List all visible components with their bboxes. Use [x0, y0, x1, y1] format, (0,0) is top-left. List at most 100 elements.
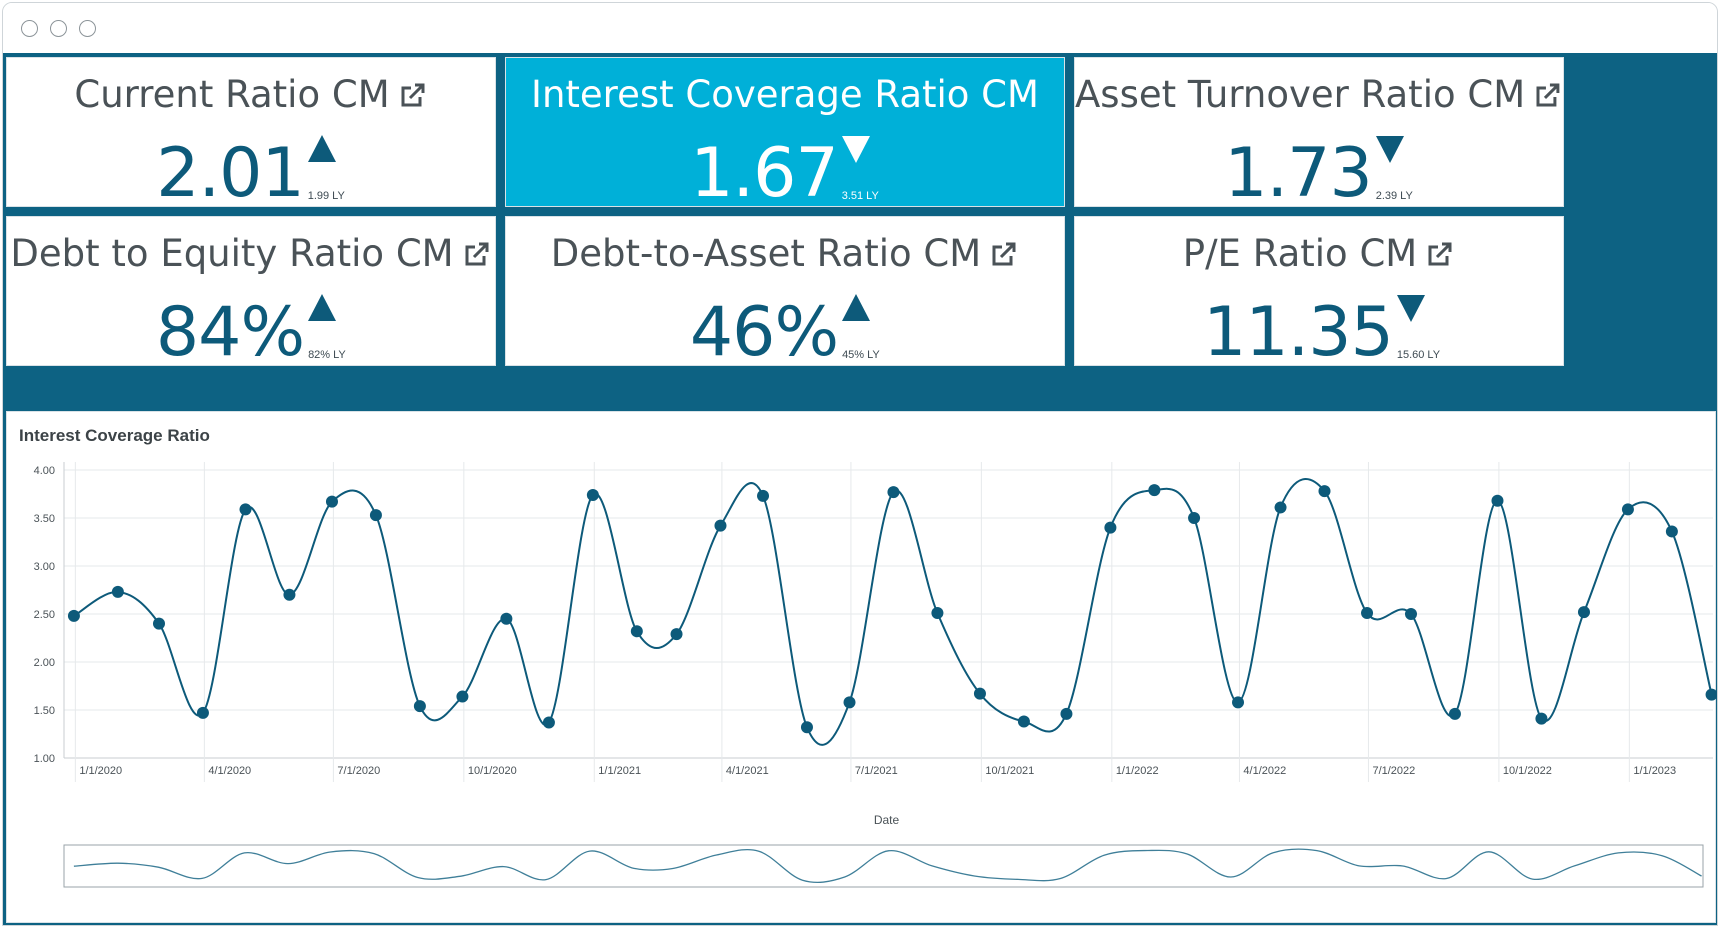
data-point — [325, 495, 338, 508]
data-point — [1318, 485, 1331, 498]
data-point — [630, 625, 643, 638]
kpi-last-year: 3.51 LY — [841, 190, 879, 202]
x-tick-label: 7/1/2021 — [855, 765, 898, 777]
data-point — [111, 585, 124, 598]
data-point — [239, 503, 252, 516]
trend-down-icon — [1375, 136, 1404, 163]
y-tick-label: 4.00 — [34, 465, 55, 477]
kpi-card-debt-to-equity-ratio[interactable]: Debt to Equity Ratio CM 84% 82% LY — [6, 216, 496, 366]
trend-down-icon — [1396, 295, 1425, 322]
data-point — [757, 489, 770, 502]
kpi-card-interest-coverage-ratio[interactable]: Interest Coverage Ratio CM 1.67 3.51 LY — [505, 57, 1065, 207]
kpi-last-year: 15.60 LY — [1396, 349, 1441, 361]
kpi-card-pe-ratio[interactable]: P/E Ratio CM 11.35 15.60 LY — [1074, 216, 1564, 366]
navigator-frame — [63, 844, 1704, 888]
kpi-value: 46% — [689, 293, 839, 366]
kpi-last-year: 82% LY — [308, 349, 346, 361]
data-point — [1274, 501, 1287, 514]
kpi-title: Asset Turnover Ratio CM — [1075, 73, 1526, 116]
x-tick-label: 10/1/2021 — [985, 765, 1034, 777]
data-point — [1232, 696, 1245, 709]
line-chart[interactable]: 1.00 1.50 2.00 2.50 3.00 3.50 4.00 1/1/2020 4/1/… — [7, 412, 1717, 924]
external-link-icon[interactable] — [398, 80, 428, 110]
kpi-title: Current Ratio CM — [74, 73, 390, 116]
kpi-value: 2.01 — [156, 134, 304, 207]
dashboard: Current Ratio CM 2.01 1.99 LY Interest C… — [3, 53, 1717, 925]
kpi-card-current-ratio[interactable]: Current Ratio CM 2.01 1.99 LY — [6, 57, 496, 207]
data-point — [931, 607, 944, 620]
x-tick-label: 1/1/2021 — [598, 765, 641, 777]
kpi-last-year: 1.99 LY — [307, 190, 345, 202]
data-point — [1148, 484, 1161, 497]
chart-panel: 1.00 1.50 2.00 2.50 3.00 3.50 4.00 1/1/2020 4/1/… — [6, 411, 1717, 924]
kpi-value: 1.73 — [1224, 134, 1372, 207]
data-point — [887, 486, 900, 499]
x-axis-label: Date — [874, 813, 900, 827]
kpi-value: 1.67 — [690, 134, 838, 207]
data-point — [1705, 688, 1717, 701]
x-tick-label: 7/1/2022 — [1372, 765, 1415, 777]
kpi-title: Debt to Equity Ratio CM — [10, 232, 454, 275]
x-tick-label: 1/1/2022 — [1116, 765, 1159, 777]
data-point — [1017, 715, 1030, 728]
x-tick-label: 7/1/2020 — [337, 765, 380, 777]
kpi-title: Debt-to-Asset Ratio CM — [550, 232, 982, 275]
data-point — [1577, 606, 1590, 619]
x-tick-label: 10/1/2022 — [1503, 765, 1552, 777]
x-tick-label: 4/1/2020 — [208, 765, 251, 777]
series-line — [73, 478, 1713, 746]
chart-title: Interest Coverage Ratio — [19, 426, 210, 445]
trend-down-icon — [841, 136, 870, 163]
data-point — [283, 588, 296, 601]
data-point — [1448, 707, 1461, 720]
kpi-value: 84% — [155, 293, 305, 366]
y-tick-label: 2.00 — [34, 657, 55, 669]
y-tick-label: 1.50 — [34, 705, 55, 717]
data-point — [67, 609, 80, 622]
close-window-icon[interactable] — [21, 20, 38, 37]
y-tick-label: 3.00 — [34, 561, 55, 573]
x-tick-label: 10/1/2020 — [468, 765, 517, 777]
kpi-card-debt-to-asset-ratio[interactable]: Debt-to-Asset Ratio CM 46% 45% LY — [505, 216, 1065, 366]
y-tick-label: 1.00 — [34, 753, 55, 765]
maximize-window-icon[interactable] — [79, 20, 96, 37]
data-point — [542, 716, 555, 729]
kpi-last-year: 45% LY — [842, 349, 880, 361]
trend-up-icon — [842, 294, 871, 321]
data-point — [1665, 525, 1678, 538]
navigator-line — [73, 848, 1702, 884]
x-tick-label: 1/1/2023 — [1633, 765, 1676, 777]
data-point — [1491, 494, 1504, 507]
kpi-value: 11.35 — [1203, 293, 1394, 366]
data-point — [1535, 712, 1548, 725]
data-point — [413, 700, 426, 713]
minimize-window-icon[interactable] — [50, 20, 67, 37]
data-point — [586, 488, 599, 501]
external-link-icon[interactable] — [989, 239, 1019, 269]
kpi-title: Interest Coverage Ratio CM — [531, 73, 1039, 116]
data-point — [1621, 503, 1634, 516]
kpi-last-year: 2.39 LY — [1375, 190, 1413, 202]
kpi-title: P/E Ratio CM — [1182, 232, 1418, 275]
data-point — [670, 628, 683, 641]
data-point — [369, 509, 382, 522]
external-link-icon[interactable] — [1425, 239, 1455, 269]
trend-up-icon — [307, 135, 336, 162]
y-tick-label: 3.50 — [34, 513, 55, 525]
data-point — [196, 706, 209, 719]
data-point — [1060, 707, 1073, 720]
kpi-card-asset-turnover-ratio[interactable]: Asset Turnover Ratio CM 1.73 2.39 LY — [1074, 57, 1564, 207]
data-point — [152, 617, 165, 630]
data-point — [843, 696, 856, 709]
data-point — [973, 687, 986, 700]
x-tick-label: 4/1/2022 — [1243, 765, 1286, 777]
data-point — [1361, 607, 1374, 620]
x-tick-label: 4/1/2021 — [726, 765, 769, 777]
title-bar — [3, 3, 1717, 53]
data-point — [800, 721, 813, 734]
external-link-icon[interactable] — [462, 239, 492, 269]
external-link-icon[interactable] — [1533, 80, 1563, 110]
y-tick-label: 2.50 — [34, 609, 55, 621]
data-point — [1404, 608, 1417, 620]
